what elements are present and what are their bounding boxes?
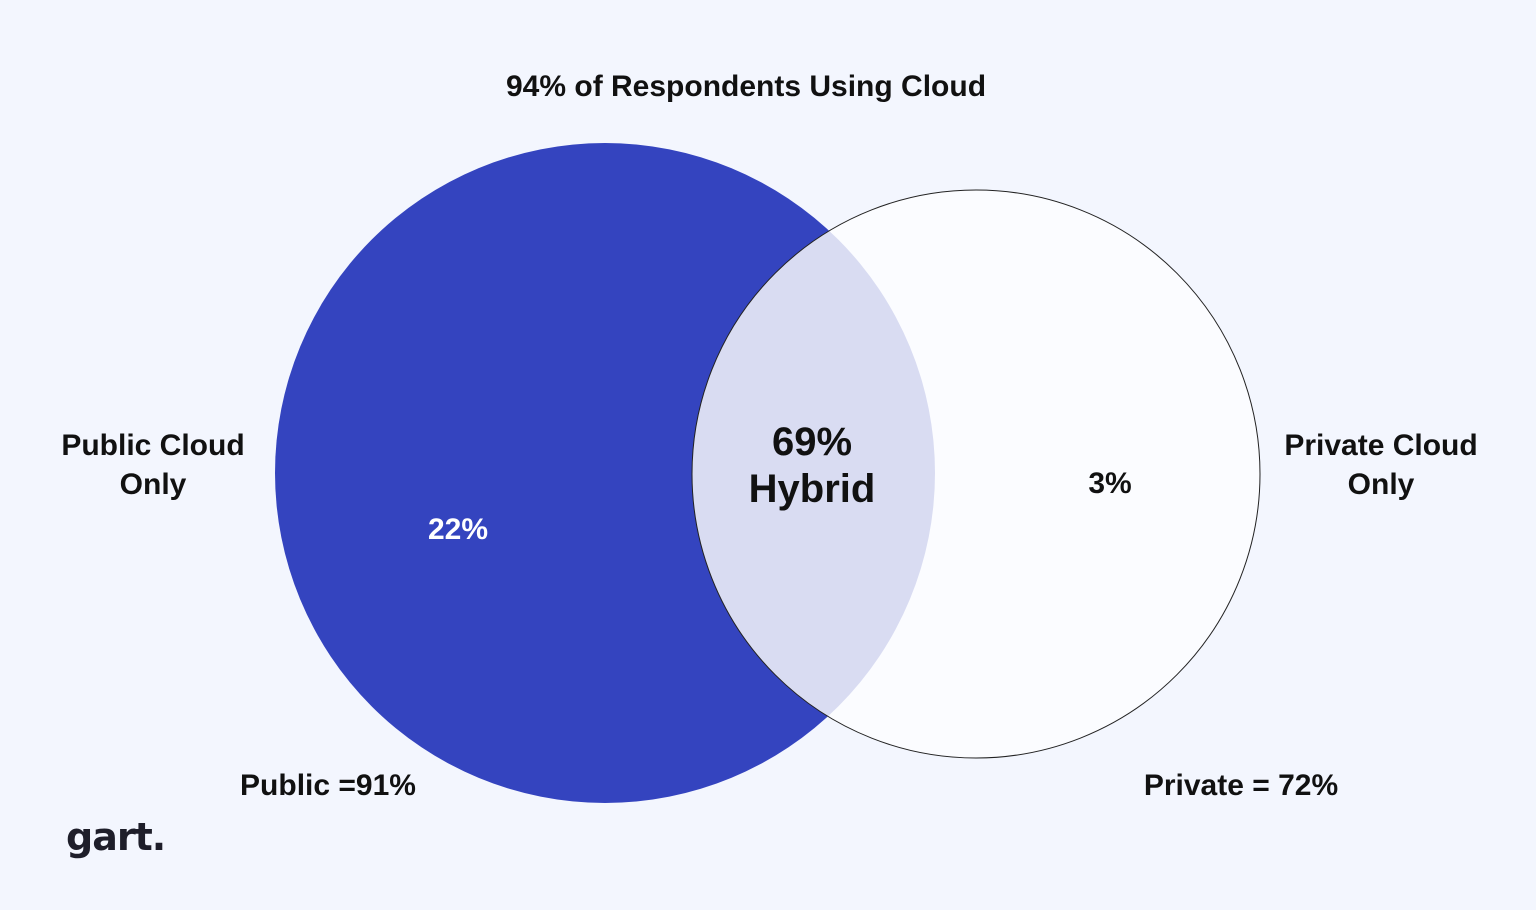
private-only-value: 3% (1088, 467, 1132, 500)
private-cloud-outline (691, 189, 1261, 759)
hybrid-intersection (692, 190, 935, 758)
public-only-value: 22% (427, 513, 489, 546)
diagram-title: 94% of Respondents Using Cloud (505, 70, 987, 103)
private-side-label: Private Cloud Only (1284, 429, 1478, 501)
public-side-label: Public Cloud Only (61, 429, 245, 501)
private-total-label: Private = 72% (1143, 769, 1339, 802)
gart-logo: gart. (66, 815, 166, 859)
hybrid-label: Hybrid (748, 467, 876, 511)
public-total-label: Public =91% (240, 769, 416, 802)
hybrid-value: 69% (771, 420, 853, 464)
